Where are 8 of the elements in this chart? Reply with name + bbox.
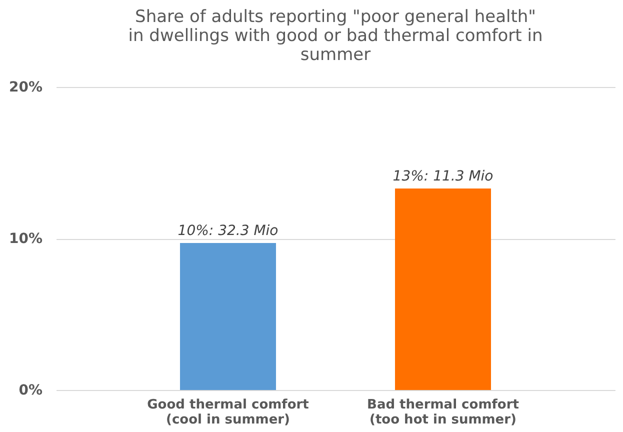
- x-tick-label: Bad thermal comfort (too hot in summer): [367, 398, 519, 428]
- data-label: 10%: 32.3 Mio: [178, 223, 278, 240]
- y-tick-label: 10%: [8, 231, 42, 247]
- x-tick-label: Good thermal comfort (cool in summer): [147, 398, 309, 428]
- y-tick-label: 0%: [18, 382, 42, 398]
- data-label: 13%: 11.3 Mio: [392, 168, 494, 185]
- chart-title: Share of adults reporting "poor general health" in dwellings with good or bad thermal comfort in summer: [128, 7, 543, 65]
- y-tick-label: 20%: [8, 80, 42, 96]
